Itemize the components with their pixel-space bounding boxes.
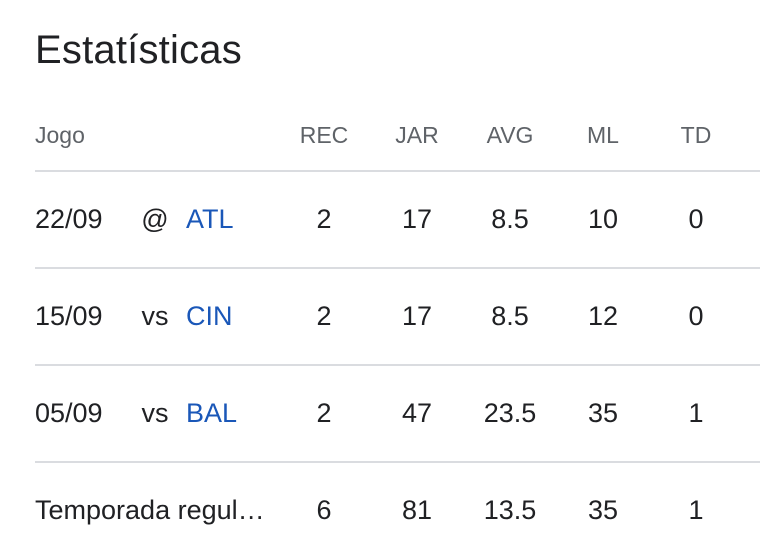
stat-avg: 13.5 <box>483 495 537 525</box>
stat-td: 1 <box>688 495 704 525</box>
stat-avg: 8.5 <box>491 301 529 331</box>
column-header-avg: AVG <box>486 121 534 148</box>
opponent-link[interactable]: ATL <box>186 204 234 234</box>
table-header: Jogo REC JAR AVG ML TD <box>35 100 760 172</box>
stat-rec: 2 <box>316 301 332 331</box>
column-header-rec: REC <box>299 121 349 148</box>
table-row[interactable]: 05/09 vs BAL 2 47 23.5 35 1 <box>35 366 760 463</box>
stat-ml: 10 <box>587 204 619 234</box>
column-header-td: TD <box>680 121 712 148</box>
stat-td: 1 <box>688 398 704 428</box>
column-header-ml: ML <box>587 121 619 148</box>
stat-rec: 2 <box>316 398 332 428</box>
stat-ml: 35 <box>587 398 619 428</box>
stat-jar: 17 <box>401 301 433 331</box>
column-header-game: Jogo <box>35 121 85 148</box>
stat-jar: 81 <box>401 495 433 525</box>
page-title: Estatísticas <box>35 28 242 72</box>
stat-avg: 8.5 <box>491 204 529 234</box>
table-row[interactable]: 15/09 vs CIN 2 17 8.5 12 0 <box>35 269 760 366</box>
stat-td: 0 <box>688 301 704 331</box>
stat-rec: 2 <box>316 204 332 234</box>
season-label: Temporada regul… <box>35 463 280 558</box>
game-venue: vs <box>141 301 169 331</box>
game-venue: vs <box>141 398 169 428</box>
opponent-link[interactable]: BAL <box>186 398 238 428</box>
season-total-row[interactable]: Temporada regul… 6 81 13.5 35 1 <box>35 463 760 558</box>
column-header-jar: JAR <box>395 121 439 148</box>
stat-jar: 17 <box>401 204 433 234</box>
stat-avg: 23.5 <box>483 398 537 428</box>
stat-ml: 35 <box>587 495 619 525</box>
stat-rec: 6 <box>316 495 332 525</box>
game-venue: @ <box>141 204 169 234</box>
opponent-link[interactable]: CIN <box>186 301 233 331</box>
stat-ml: 12 <box>587 301 619 331</box>
game-date: 15/09 <box>35 301 103 331</box>
stat-td: 0 <box>688 204 704 234</box>
stat-jar: 47 <box>401 398 433 428</box>
season-label-text: Temporada regul… <box>35 495 265 525</box>
table-row[interactable]: 22/09 @ ATL 2 17 8.5 10 0 <box>35 172 760 269</box>
game-date: 22/09 <box>35 204 103 234</box>
stats-table: Jogo REC JAR AVG ML TD 22/09 @ ATL 2 17 … <box>35 100 760 558</box>
game-date: 05/09 <box>35 398 103 428</box>
